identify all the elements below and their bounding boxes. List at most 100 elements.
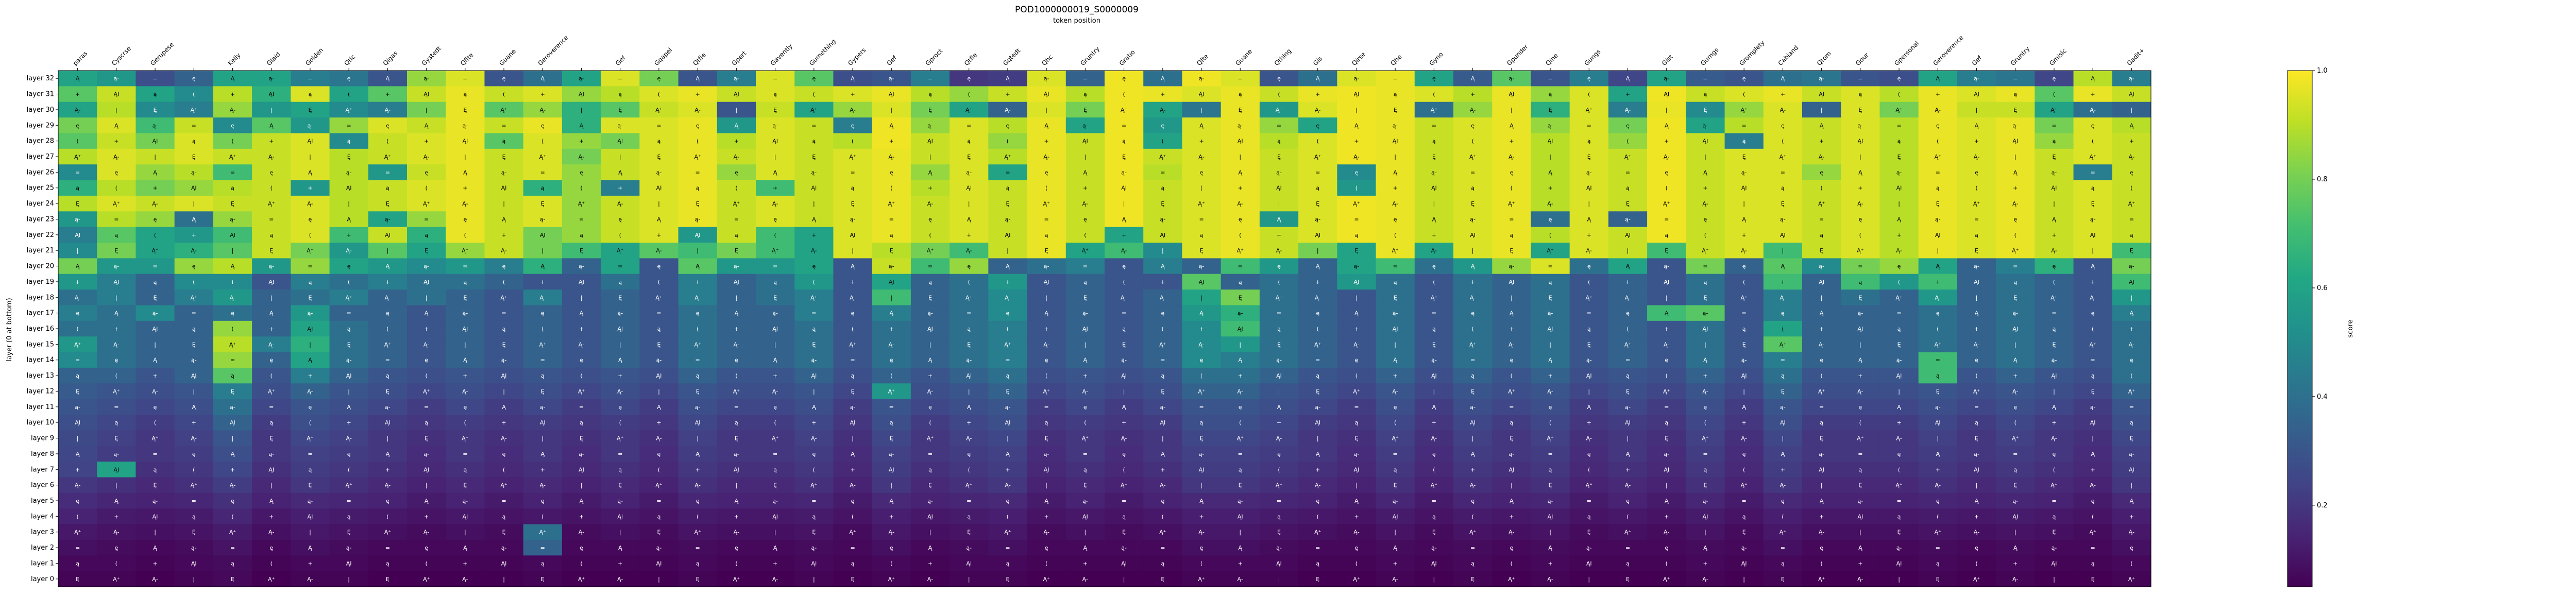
cell-token: Ą⁺ bbox=[1004, 341, 1011, 348]
cell-token: = bbox=[2052, 498, 2056, 504]
cell-token: Ą‑ bbox=[1198, 341, 1205, 348]
cell-token: = bbox=[192, 122, 196, 129]
chart-title: POD1000000019_S0000009 bbox=[1015, 5, 1139, 15]
cell-token: ą bbox=[2091, 372, 2095, 379]
heatmap-cell bbox=[1027, 195, 1066, 212]
cell-token: ( bbox=[929, 232, 931, 239]
cell-token: | bbox=[503, 388, 505, 395]
heatmap-cell bbox=[562, 195, 601, 212]
cell-token: Ą bbox=[463, 169, 467, 176]
cell-token: Ą⁺ bbox=[1469, 529, 1477, 536]
cell-token: Ą bbox=[1393, 357, 1397, 364]
cell-token: ą bbox=[2053, 513, 2056, 520]
cell-token: Ą⁺ bbox=[1121, 294, 1128, 301]
cell-token: + bbox=[230, 91, 235, 98]
cell-token: Ę bbox=[696, 576, 700, 583]
cell-token: ( bbox=[1123, 91, 1125, 98]
cell-token: ę bbox=[502, 263, 506, 270]
cell-token: Ą bbox=[1626, 263, 1630, 270]
cell-token: ą bbox=[1781, 185, 1785, 192]
heatmap-cell bbox=[368, 86, 408, 103]
cell-token: ( bbox=[1317, 138, 1319, 145]
cell-token: Ę bbox=[1510, 247, 1513, 254]
heatmap-cell bbox=[2035, 86, 2074, 103]
cell-token: Ą bbox=[1277, 216, 1281, 223]
heatmap-cell bbox=[97, 148, 137, 165]
heatmap-cell bbox=[252, 71, 291, 87]
cell-token: ą bbox=[541, 372, 545, 379]
cell-token: | bbox=[2092, 247, 2094, 254]
cell-token: Ą bbox=[1316, 263, 1320, 270]
cell-token: ę bbox=[76, 122, 79, 129]
cell-token: + bbox=[1664, 138, 1669, 145]
heatmap-cell bbox=[1879, 180, 1919, 196]
heatmap-cell bbox=[639, 133, 679, 149]
cell-token: Ę bbox=[1316, 200, 1319, 207]
heatmap-cell bbox=[484, 148, 524, 165]
cell-token: Ę bbox=[1665, 247, 1668, 254]
cell-token: Ą‑ bbox=[927, 388, 934, 395]
heatmap-cell bbox=[2112, 195, 2151, 212]
cell-token: | bbox=[774, 341, 776, 348]
cell-token: Ą⁺ bbox=[539, 341, 547, 348]
heatmap-cell bbox=[523, 86, 563, 103]
heatmap-cell bbox=[601, 86, 640, 103]
cell-token: ( bbox=[813, 91, 815, 98]
heatmap-cell bbox=[1298, 133, 1337, 149]
heatmap-cell bbox=[1027, 101, 1066, 118]
cell-token: + bbox=[1122, 419, 1126, 426]
cell-token: = bbox=[734, 216, 739, 223]
cell-token: Ą bbox=[1239, 169, 1243, 176]
cell-token: ą‑ bbox=[462, 310, 468, 317]
cell-token: ę bbox=[386, 498, 389, 504]
cell-token: Ą‑ bbox=[1160, 107, 1166, 113]
cell-token: ę bbox=[1277, 75, 1281, 82]
cell-token: ę bbox=[735, 169, 738, 176]
cell-token: + bbox=[1781, 279, 1785, 285]
cell-token: ę bbox=[1742, 263, 1746, 270]
cell-token: Ą⁺ bbox=[268, 388, 275, 395]
x-tick-label: Gruntry bbox=[2009, 45, 2031, 67]
cell-token: ę bbox=[1471, 122, 1475, 129]
cell-token: ę bbox=[1161, 498, 1164, 504]
cell-token: Ą⁺ bbox=[345, 294, 352, 301]
cell-token: | bbox=[2053, 576, 2055, 583]
cell-token: ą‑ bbox=[1044, 263, 1049, 270]
cell-token: ą‑ bbox=[1121, 169, 1127, 176]
y-tick-label: layer 31 bbox=[27, 91, 54, 98]
heatmap-cell bbox=[1182, 180, 1222, 196]
cell-token: Ę bbox=[1587, 341, 1591, 348]
cell-token: ĄI bbox=[308, 138, 313, 145]
cell-token: = bbox=[230, 545, 235, 551]
cell-token: | bbox=[115, 107, 117, 113]
cell-token: Ę bbox=[386, 388, 389, 395]
cell-token: Ę bbox=[114, 247, 118, 254]
heatmap-cell bbox=[1414, 148, 1454, 165]
cell-token: ą‑ bbox=[462, 498, 468, 504]
heatmap-cell bbox=[1259, 133, 1299, 149]
cell-token: Ę bbox=[1820, 435, 1823, 442]
heatmap-cell bbox=[950, 164, 989, 181]
cell-token: ę bbox=[580, 169, 583, 176]
heatmap-cell bbox=[910, 101, 950, 118]
heatmap-cell bbox=[1841, 117, 1880, 134]
cell-token: = bbox=[347, 310, 351, 317]
cell-token: ę bbox=[1704, 404, 1707, 411]
cell-token: Ą‑ bbox=[579, 341, 585, 348]
cell-token: = bbox=[618, 263, 622, 270]
cell-token: Ą⁺ bbox=[1818, 200, 1825, 207]
cell-token: Ą⁺ bbox=[1508, 200, 1515, 207]
cell-token: Ą bbox=[1006, 75, 1010, 82]
cell-token: ą‑ bbox=[152, 122, 158, 129]
heatmap-cell bbox=[523, 71, 563, 87]
cell-token: Ą bbox=[1665, 310, 1669, 317]
heatmap-cell bbox=[1492, 101, 1532, 118]
cell-token: Ą‑ bbox=[307, 388, 313, 395]
cell-token: ĄI bbox=[1819, 466, 1824, 473]
heatmap-cell bbox=[1724, 180, 1764, 196]
cell-token: ĄI bbox=[772, 326, 778, 332]
cell-token: Ę bbox=[1936, 200, 1940, 207]
cell-token: ĄI bbox=[617, 513, 623, 520]
heatmap-cell bbox=[58, 211, 97, 228]
heatmap-cell bbox=[213, 164, 252, 181]
